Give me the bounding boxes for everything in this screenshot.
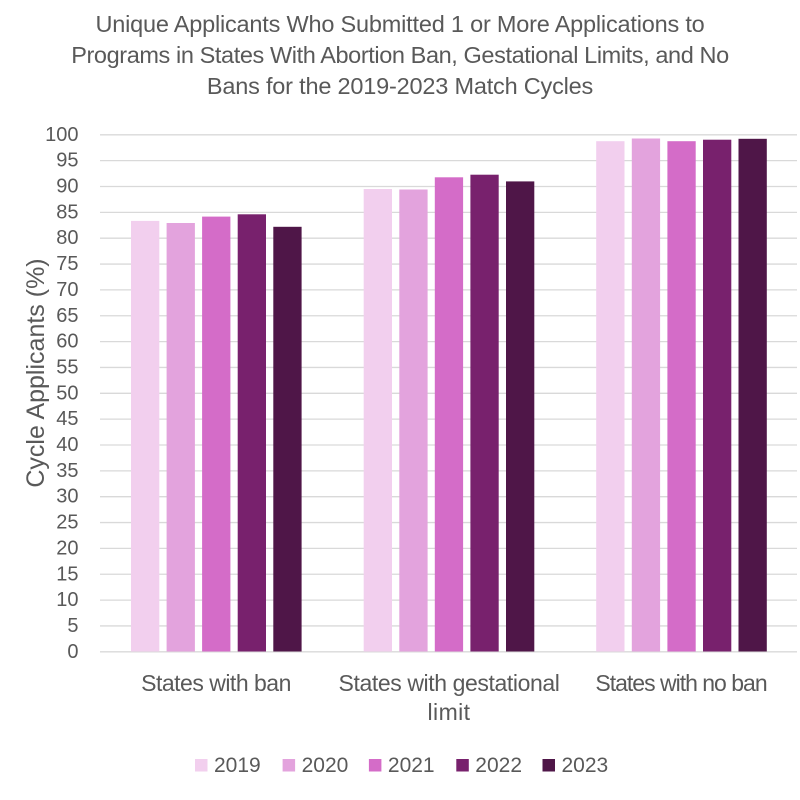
svg-text:100: 100 xyxy=(45,124,78,146)
svg-text:45: 45 xyxy=(56,408,78,430)
svg-text:70: 70 xyxy=(56,279,78,301)
svg-text:25: 25 xyxy=(56,512,78,534)
svg-text:20: 20 xyxy=(56,537,78,559)
svg-text:55: 55 xyxy=(56,356,78,378)
svg-text:65: 65 xyxy=(56,305,78,327)
svg-text:2023: 2023 xyxy=(562,754,609,777)
svg-text:60: 60 xyxy=(56,331,78,353)
svg-text:5: 5 xyxy=(67,615,78,637)
svg-text:limit: limit xyxy=(428,699,471,725)
svg-text:90: 90 xyxy=(56,176,78,198)
svg-text:2019: 2019 xyxy=(214,754,261,777)
svg-text:2022: 2022 xyxy=(475,754,522,777)
svg-text:States with no ban: States with no ban xyxy=(595,670,766,696)
svg-text:80: 80 xyxy=(56,227,78,249)
svg-text:0: 0 xyxy=(67,641,78,663)
svg-text:15: 15 xyxy=(56,563,78,585)
svg-text:85: 85 xyxy=(56,201,78,223)
svg-text:75: 75 xyxy=(56,253,78,275)
svg-text:Unique Applicants Who Submitte: Unique Applicants Who Submitted 1 or Mor… xyxy=(95,11,704,37)
svg-text:Cycle Applicants (%): Cycle Applicants (%) xyxy=(22,258,50,487)
svg-text:Programs in States With Aborti: Programs in States With Abortion Ban, Ge… xyxy=(71,42,729,68)
svg-text:States with ban: States with ban xyxy=(141,670,291,696)
svg-text:40: 40 xyxy=(56,434,78,456)
svg-text:10: 10 xyxy=(56,589,78,611)
svg-text:2020: 2020 xyxy=(302,754,349,777)
svg-text:35: 35 xyxy=(56,460,78,482)
svg-text:States with gestational: States with gestational xyxy=(339,670,560,696)
svg-text:30: 30 xyxy=(56,486,78,508)
svg-text:50: 50 xyxy=(56,382,78,404)
svg-text:2021: 2021 xyxy=(388,754,435,777)
svg-text:Bans for the 2019-2023 Match C: Bans for the 2019-2023 Match Cycles xyxy=(207,73,593,99)
svg-text:95: 95 xyxy=(56,150,78,172)
